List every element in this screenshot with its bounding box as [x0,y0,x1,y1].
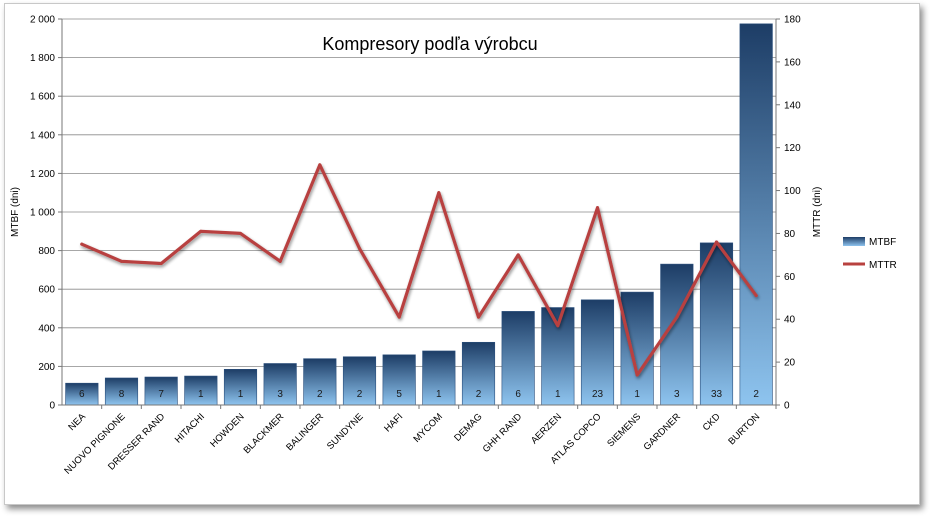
bar-count-label: 2 [317,389,323,400]
mttr-series-line [80,163,758,377]
bar-count-label: 2 [357,389,363,400]
mtbf-bar [223,368,258,406]
mtbf-bar [580,299,615,406]
y-tick-label: 1 600 [30,92,55,103]
mtbf-bar [501,311,535,406]
mttr-point [516,253,520,257]
mtbf-bar [739,23,773,406]
mttr-point [596,206,599,210]
bar-count-label: 6 [79,389,85,400]
mtbf-bars [65,23,773,406]
bar-count-label: 1 [555,389,561,400]
bar-count-label: 3 [277,389,283,400]
bar-count-label: 1 [238,389,244,400]
mttr-point [635,373,639,377]
x-tick-label: NEA [66,411,88,433]
mttr-point [120,259,123,263]
x-tick-label: HOWDEN [208,411,246,449]
mtbf-bar [382,354,416,406]
mttr-point [80,242,84,246]
x-tick-label: BURTON [726,411,762,447]
y-tick-label: 1 000 [30,208,55,219]
mtbf-bar [699,242,734,406]
y2-tick-label: 20 [784,358,796,369]
y-tick-label: 0 [49,401,55,412]
y2-tick-label: 120 [784,143,801,154]
x-tick-label: AERZEN [529,411,564,446]
mttr-point [199,229,203,233]
x-tick-label: CKD [701,411,723,433]
chart-title: Kompresory podľa výrobcu [322,34,537,54]
mttr-point [318,163,322,167]
mttr-point [278,259,282,263]
legend-label-mttr: MTTR [869,260,897,271]
x-tick-label: GARDNER [642,411,683,452]
bar-count-label: 6 [515,389,521,400]
y-tick-label: 1 800 [30,53,55,64]
bar-count-label: 2 [476,389,482,400]
bar-count-label: 7 [158,389,164,400]
x-tick-label: HAFI [382,411,405,434]
bar-count-label: 1 [198,389,204,400]
x-tick-label: SUNDYNE [325,411,366,452]
axes [58,18,780,409]
legend-swatch-mtbf [843,237,865,246]
x-tick-label: GHH RAND [481,411,525,455]
x-tick-label: SIEMENS [605,411,643,449]
y2-tick-label: 0 [784,401,790,412]
y2-tick-label: 100 [784,186,801,197]
bar-count-label: 1 [436,389,442,400]
mttr-point [477,315,480,319]
mtbf-bar [342,356,377,406]
mttr-point [754,294,758,298]
y-tick-label: 1 200 [30,169,55,180]
mttr-point [159,261,163,265]
y-tick-label: 1 400 [30,130,55,141]
y-tick-label: 800 [38,246,55,257]
bar-count-label: 3 [674,389,680,400]
y2-tick-label: 60 [784,272,796,283]
mttr-point [358,246,361,250]
y-tick-label: 200 [38,362,55,373]
mttr-point [715,240,718,244]
mtbf-bar [303,358,337,406]
y2-tick-label: 180 [784,15,801,26]
mttr-point [675,315,679,319]
gridlines [62,18,776,367]
y-tick-label: 600 [38,285,55,296]
mttr-point [437,191,441,195]
x-tick-label: BALINGER [284,411,326,453]
mttr-point [239,231,242,235]
y-tick-label: 2 000 [30,15,55,26]
legend: MTBF MTTR [843,237,897,271]
bar-count-label: 5 [396,389,402,400]
y2-tick-label: 140 [784,100,801,111]
y-tick-label: 400 [38,323,55,334]
y-axis-title: MTBF (dni) [10,187,21,237]
mtbf-bar [144,376,178,406]
y2-tick-label: 40 [784,315,796,326]
y2-tick-label: 80 [784,229,796,240]
bar-count-label: 33 [711,389,723,400]
y2-tick-label: 160 [784,57,801,68]
mtbf-bar [461,341,496,406]
mttr-point [556,324,560,328]
count-labels: 6 8 7 1 1 3 2 2 5 1 2 6 1 23 1 3 33 2 [79,389,759,400]
bar-count-label: 8 [119,389,125,400]
legend-label-mtbf: MTBF [869,237,896,248]
y2-axis-title: MTTR (dni) [812,187,823,238]
x-tick-label: HITACHI [173,411,207,445]
bar-count-label: 1 [634,389,640,400]
bar-count-label: 2 [753,389,759,400]
mttr-point [397,315,401,319]
mttr-line [80,163,758,377]
x-tick-label: DEMAG [452,411,484,443]
x-tick-label: BLACKMER [242,411,287,456]
x-tick-label: MYCOM [411,411,445,445]
mtbf-bar [620,291,654,406]
bar-count-label: 23 [592,389,604,400]
